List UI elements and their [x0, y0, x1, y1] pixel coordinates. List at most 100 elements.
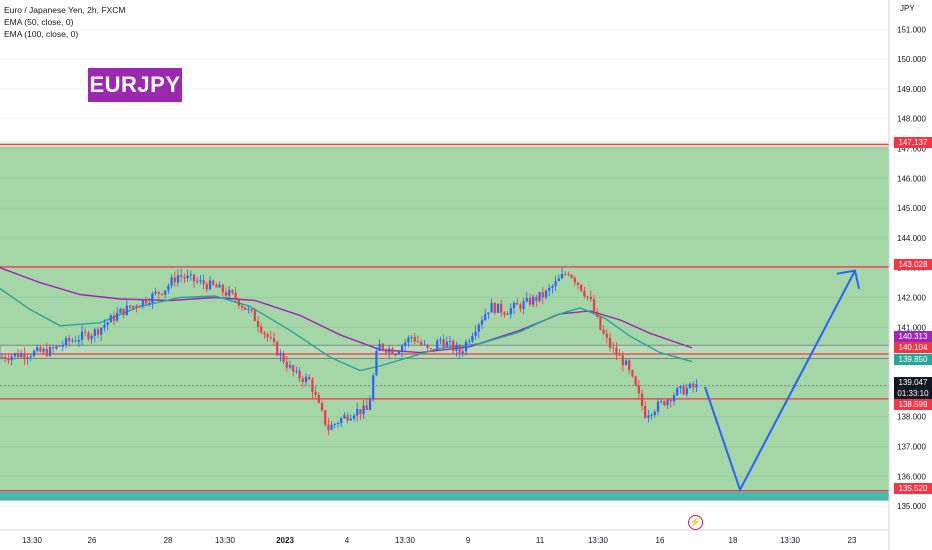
y-tick-label: 136.000 [897, 472, 926, 481]
candle-body-12 [39, 347, 42, 352]
ema100-legend: EMA (100, close, 0) [4, 29, 79, 39]
candle-body-128 [410, 336, 413, 338]
candle-body-8 [26, 357, 29, 359]
candle-body-182 [583, 290, 586, 297]
candle-body-41 [132, 305, 135, 308]
candle-body-40 [128, 305, 132, 308]
candle-body-168 [538, 292, 541, 301]
candle-body-161 [516, 302, 519, 305]
candle-body-196 [628, 360, 631, 371]
candle-body-91 [292, 365, 295, 372]
candle-body-99 [317, 394, 320, 403]
candle-body-44 [141, 299, 144, 307]
candle-body-148 [474, 331, 477, 336]
candle-body-57 [183, 276, 186, 279]
candle-body-87 [279, 353, 282, 356]
candle-body-71 [228, 290, 231, 296]
candle-body-73 [234, 292, 237, 299]
candle-body-48 [154, 291, 157, 294]
candle-body-58 [186, 275, 189, 279]
emas [0, 267, 693, 372]
y-tick-label: 138.000 [897, 413, 926, 422]
candle-body-49 [157, 291, 160, 294]
x-tick-label: 9 [466, 536, 471, 545]
candle-body-181 [580, 284, 583, 291]
candle-body-122 [391, 348, 394, 355]
candle-body-22 [71, 340, 74, 342]
candle-body-140 [448, 341, 452, 342]
candle-body-108 [346, 415, 349, 421]
candle-body-64 [205, 284, 208, 290]
y-tick-label: 142.000 [897, 294, 926, 303]
candle-body-121 [388, 348, 391, 353]
y-tick-label: 151.000 [897, 25, 926, 34]
x-tick-label: 11 [536, 536, 545, 545]
candle-body-98 [314, 391, 317, 395]
candle-body-183 [586, 296, 589, 298]
levels [0, 143, 889, 492]
x-tick-label: 2023 [276, 536, 294, 545]
candle-body-90 [288, 365, 292, 368]
candle-body-145 [464, 341, 468, 352]
x-tick-label: 4 [345, 536, 350, 545]
candle-body-167 [535, 296, 538, 301]
candle-body-170 [544, 290, 548, 298]
candle-body-68 [218, 284, 221, 288]
candle-body-150 [480, 320, 484, 325]
candle-body-9 [29, 356, 32, 358]
candle-body-52 [167, 285, 170, 291]
candle-body-7 [23, 353, 26, 359]
candle-body-176 [564, 273, 567, 275]
candle-body-179 [573, 277, 576, 283]
candle-body-32 [103, 324, 106, 328]
candle-body-113 [362, 405, 365, 415]
price-axis: JPY 151.000 150.000 149.000 148.000 147.000 14… [897, 4, 926, 511]
candle-body-79 [253, 310, 256, 322]
candle-body-0 [0, 356, 4, 358]
candle-body-15 [48, 347, 52, 356]
candle-body-216 [692, 383, 695, 388]
candle-body-200 [640, 393, 644, 406]
candle-body-89 [285, 362, 288, 368]
candle-body-50 [160, 293, 164, 295]
candle-body-30 [96, 329, 100, 335]
candle-body-120 [384, 349, 388, 353]
candle-body-135 [432, 348, 436, 350]
candle-body-14 [45, 348, 48, 356]
candle-body-34 [109, 315, 112, 323]
candle-body-81 [260, 326, 263, 333]
candle-body-166 [532, 296, 535, 305]
candle-body-29 [93, 329, 96, 336]
candle-body-4 [13, 353, 16, 357]
candle-body-116 [372, 375, 375, 400]
time-axis: 13:30 26 28 13:30 2023 4 13:30 9 11 13:30 16 18 13:3… [22, 536, 857, 545]
candle-body-187 [599, 316, 602, 330]
candle-body-210 [672, 395, 676, 402]
price-tag-level: 140.104 [894, 342, 932, 353]
candle-body-45 [144, 299, 148, 304]
price-tag-r1: 147.137 [894, 137, 932, 148]
candle-body-96 [308, 376, 311, 380]
candle-body-211 [676, 388, 679, 396]
candle-body-195 [624, 360, 628, 366]
candle-body-102 [327, 424, 330, 430]
candle-body-180 [576, 282, 580, 285]
flash-icon[interactable]: ⚡ [688, 515, 703, 530]
candle-body-169 [541, 292, 544, 298]
candle-body-217 [695, 384, 698, 388]
candle-body-149 [477, 324, 480, 332]
candle-body-186 [596, 311, 599, 317]
candle-body-198 [634, 376, 637, 386]
candle-body-139 [445, 341, 448, 347]
candle-body-141 [452, 341, 455, 351]
candle-body-134 [429, 348, 432, 349]
candle-body-72 [231, 290, 234, 293]
candle-body-213 [682, 386, 685, 395]
candle-body-70 [224, 292, 228, 296]
candle-body-106 [340, 418, 343, 424]
x-tick-label: 26 [88, 536, 97, 545]
candle-body-55 [176, 275, 180, 283]
candle-body-191 [612, 347, 615, 349]
candle-body-202 [647, 415, 650, 418]
